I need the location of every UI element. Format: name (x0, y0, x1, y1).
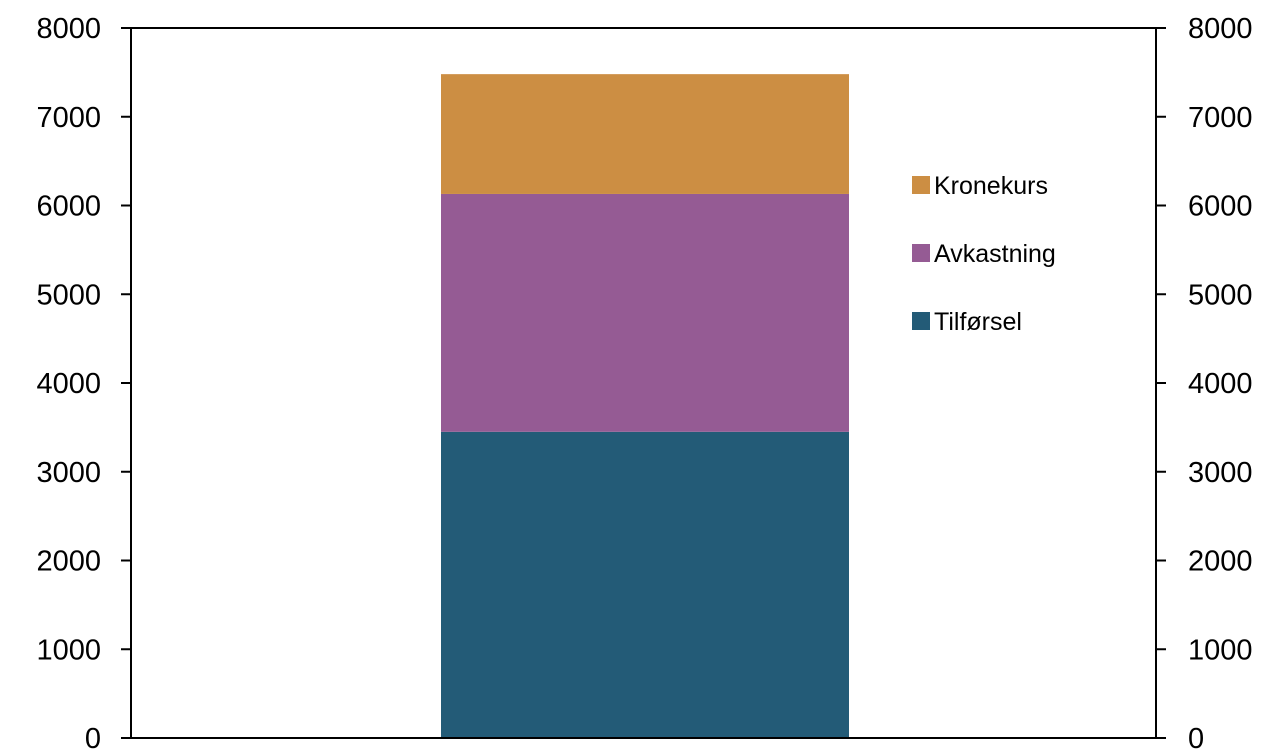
y-tick-label-left: 8000 (36, 13, 101, 45)
y-tick-label-left: 6000 (36, 191, 101, 223)
y-tick-label-right: 8000 (1188, 13, 1253, 45)
bar-segment-kronekurs (441, 74, 849, 194)
y-tick-label-left: 3000 (36, 457, 101, 489)
legend-label-kronekurs: Kronekurs (934, 172, 1048, 200)
y-tick-label-right: 4000 (1188, 368, 1253, 400)
legend-swatch-avkastning (912, 244, 930, 262)
y-tick-label-right: 5000 (1188, 279, 1253, 311)
legend-swatch-tilf-rsel (912, 312, 930, 330)
bars-layer (441, 74, 849, 738)
y-tick-label-right: 2000 (1188, 546, 1253, 578)
ticks-layer: 0 0 1000 1000 2000 2000 3000 3000 4000 4000 5000 50… (36, 13, 1252, 753)
bar-segment-avkastning (441, 193, 849, 432)
y-tick-label-left: 1000 (36, 634, 101, 666)
bar-segment-tilf-rsel (441, 431, 849, 738)
y-tick-label-right: 7000 (1188, 102, 1253, 134)
legend: Kronekurs Avkastning Tilførsel (912, 172, 1056, 336)
y-tick-label-right: 6000 (1188, 191, 1253, 223)
y-tick-label-left: 4000 (36, 368, 101, 400)
y-tick-label-left: 2000 (36, 546, 101, 578)
y-tick-label-right: 1000 (1188, 634, 1253, 666)
legend-label-avkastning: Avkastning (934, 240, 1056, 268)
y-tick-label-left: 0 (85, 723, 101, 753)
legend-label-tilf-rsel: Tilførsel (934, 308, 1022, 336)
y-tick-label-left: 5000 (36, 279, 101, 311)
y-tick-label-left: 7000 (36, 102, 101, 134)
y-tick-label-right: 3000 (1188, 457, 1253, 489)
y-tick-label-right: 0 (1188, 723, 1204, 753)
legend-swatch-kronekurs (912, 176, 930, 194)
